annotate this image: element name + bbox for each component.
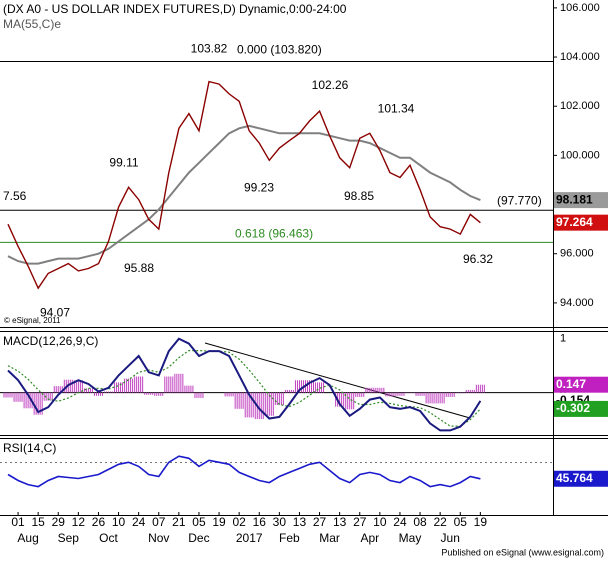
macd-line — [7, 337, 482, 432]
month-label: Mar — [319, 531, 340, 545]
pivot-label: 101.34 — [378, 102, 415, 116]
x-tick-label: 05 — [454, 515, 468, 529]
level-label: (97.770) — [497, 193, 542, 207]
x-tick-label: 29 — [52, 515, 66, 529]
x-tick-label: 27 — [353, 515, 367, 529]
month-label: Aug — [17, 531, 38, 545]
x-tick-label: 13 — [333, 515, 347, 529]
macd-signal — [7, 350, 481, 427]
ma-line — [7, 124, 481, 265]
x-tick-label: 05 — [192, 515, 206, 529]
macd-title: MACD(12,26,9,C) — [3, 334, 98, 348]
pivot-label: 96.32 — [463, 252, 493, 266]
pivot-label: 102.26 — [312, 78, 349, 92]
month-label: Dec — [188, 531, 209, 545]
month-label: Oct — [99, 531, 118, 545]
price-last-tag — [554, 214, 608, 231]
x-tick-label: 22 — [433, 515, 447, 529]
rsi-title: RSI(14,C) — [3, 441, 56, 455]
pivot-label: 95.88 — [124, 261, 154, 275]
pivot-label: 98.85 — [344, 189, 374, 203]
copyright: © eSignal, 2011 — [4, 316, 61, 325]
x-tick-label: 19 — [474, 515, 488, 529]
x-tick-label: 08 — [413, 515, 427, 529]
x-tick-label: 30 — [273, 515, 287, 529]
x-tick-label: 26 — [92, 515, 106, 529]
macd-signal-tag-label: -0.302 — [556, 401, 590, 415]
macd-tick-label: 1 — [560, 333, 566, 345]
y-tick-label: 106.000 — [560, 2, 600, 14]
x-tick-label: 24 — [132, 515, 146, 529]
x-tick-label: 01 — [11, 515, 25, 529]
rsi-line — [7, 455, 481, 488]
month-label: 2017 — [236, 531, 263, 545]
month-label: Nov — [148, 531, 169, 545]
x-tick-label: 13 — [293, 515, 307, 529]
x-tick-label: 10 — [373, 515, 387, 529]
macd-histogram-tag-label: 0.147 — [556, 377, 586, 391]
x-tick-label: 19 — [212, 515, 226, 529]
y-tick-label: 100.000 — [560, 149, 600, 161]
ma-last-tag-label: 98.181 — [556, 192, 593, 206]
price-last-tag-label: 97.264 — [556, 215, 593, 229]
x-tick-label: 15 — [31, 515, 45, 529]
x-tick-label: 10 — [112, 515, 126, 529]
level-label: 0.000 (103.820) — [237, 43, 322, 57]
x-tick-label: 02 — [232, 515, 246, 529]
month-label: Sep — [58, 531, 80, 545]
ma-last-tag — [554, 192, 608, 209]
rsi-tag — [554, 470, 608, 487]
macd-trend-line — [204, 342, 471, 419]
x-tick-label: 07 — [152, 515, 166, 529]
pivot-label: 94.07 — [40, 305, 70, 319]
y-tick-label: 102.000 — [560, 100, 600, 112]
rsi-tag-label: 45.764 — [556, 471, 593, 485]
pivot-label: 99.23 — [244, 180, 274, 194]
price-line — [7, 80, 481, 290]
x-tick-label: 16 — [253, 515, 267, 529]
footer: Published on eSignal (www.esignal.com) — [441, 547, 604, 557]
side-note: 7.56 — [3, 189, 27, 203]
macd-histogram-tag — [554, 376, 608, 393]
month-label: May — [399, 531, 422, 545]
y-tick-label: 96.000 — [560, 248, 594, 260]
x-tick-label: 21 — [172, 515, 186, 529]
y-tick-label: 94.000 — [560, 297, 594, 309]
x-tick-label: 24 — [393, 515, 407, 529]
month-label: Jun — [441, 531, 460, 545]
month-label: Feb — [279, 531, 300, 545]
macd-signal-tag — [554, 400, 608, 417]
y-tick-label: 104.000 — [560, 51, 600, 63]
x-tick-label: 27 — [313, 515, 327, 529]
indicator-label: MA(55,C)e — [3, 17, 61, 31]
month-label: Apr — [360, 531, 379, 545]
chart-title: (DX A0 - US DOLLAR INDEX FUTURES,D) Dyna… — [3, 2, 347, 16]
pivot-label: 99.11 — [109, 155, 138, 169]
level-label: 0.618 (96.463) — [235, 227, 313, 241]
pivot-label: 103.82 — [191, 42, 228, 56]
x-tick-label: 12 — [72, 515, 86, 529]
